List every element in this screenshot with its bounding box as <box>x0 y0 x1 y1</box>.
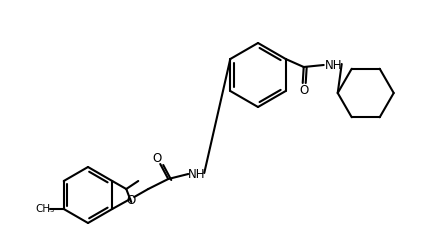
Text: O: O <box>127 193 136 206</box>
Text: NH: NH <box>187 168 205 181</box>
Text: O: O <box>299 83 308 97</box>
Text: CH₃: CH₃ <box>35 204 55 214</box>
Text: O: O <box>153 152 162 166</box>
Text: NH: NH <box>325 59 343 71</box>
